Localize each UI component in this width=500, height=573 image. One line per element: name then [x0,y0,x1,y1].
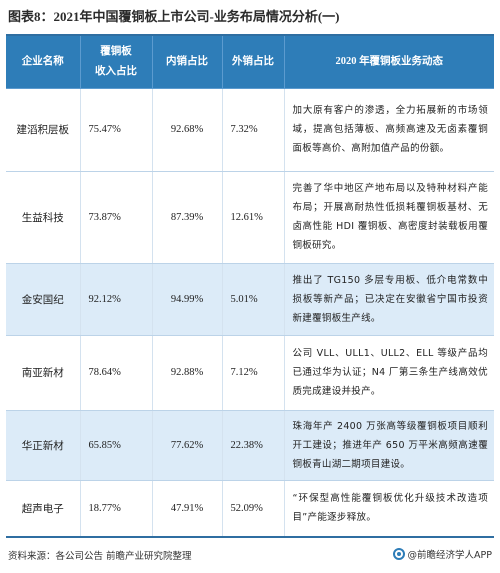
business-description: 公司 VLL、ULL1、ULL2、ELL 等级产品均已通过华为认证；N4 厂第三… [284,335,494,411]
brand-credit: @前瞻经济学人APP [392,547,492,561]
business-table: 企业名称 覆铜板 收入占比 内销占比 外销占比 2020 年覆铜板业务动态 建滔… [6,36,494,536]
domestic-share-value: 92.88% [152,335,223,411]
revenue-share-value: 92.12% [80,263,153,336]
company-name: 南亚新材 [6,335,81,411]
domestic-share-value: 94.99% [152,263,223,336]
header-company: 企业名称 [6,36,81,89]
header-export: 外销占比 [222,36,285,89]
figure-title: 图表8：2021年中国覆铜板上市公司-业务布局情况分析(一) [8,9,340,24]
header-domestic: 内销占比 [152,36,223,89]
header-revenue-share: 覆铜板 收入占比 [80,36,153,89]
business-description: 珠海年产 2400 万张高等级覆铜板项目顺利开工建设；推进年产 650 万平米高… [284,410,494,481]
revenue-share-value: 65.85% [80,410,153,481]
export-share-value: 7.32% [222,88,285,172]
table-row: 超声电子 18.77% 47.91% 52.09% “环保型高性能覆铜板优化升级… [6,480,494,536]
header-revenue-share-text: 覆铜板 收入占比 [95,45,137,77]
domestic-share-value: 77.62% [152,410,223,481]
company-name: 生益科技 [6,171,81,264]
table-row: 建滔积层板 75.47% 92.68% 7.32% 加大原有客户的渗透，全力拓展… [6,88,494,172]
business-description: 推出了 TG150 多层专用板、低介电常数中损板等新产品；已决定在安徽省宁国市投… [284,263,494,336]
brand-text: @前瞻经济学人APP [407,550,492,561]
table-row: 金安国纪 92.12% 94.99% 5.01% 推出了 TG150 多层专用板… [6,263,494,336]
qianzhan-logo-icon [392,548,405,560]
company-name: 建滔积层板 [6,88,81,172]
table-header-row: 企业名称 覆铜板 收入占比 内销占比 外销占比 2020 年覆铜板业务动态 [6,36,494,89]
company-name: 华正新材 [6,410,81,481]
footer: 资料来源：各公司公告 前瞻产业研究院整理 @前瞻经济学人APP [6,544,494,566]
export-share-value: 12.61% [222,171,285,264]
revenue-share-value: 78.64% [80,335,153,411]
business-description: 加大原有客户的渗透，全力拓展新的市场领域，提高包括薄板、高频高速及无卤素覆铜面板… [284,88,494,172]
business-description: “环保型高性能覆铜板优化升级技术改造项目”产能逐步释放。 [284,480,494,536]
table-row: 南亚新材 78.64% 92.88% 7.12% 公司 VLL、ULL1、ULL… [6,335,494,411]
company-name: 金安国纪 [6,263,81,336]
revenue-share-value: 18.77% [80,480,153,536]
business-description: 完善了华中地区产地布局以及特种材料产能布局；开展高耐热性低损耗覆铜板基材、无卤高… [284,171,494,264]
domestic-share-value: 47.91% [152,480,223,536]
revenue-share-value: 75.47% [80,88,153,172]
business-table-container: 企业名称 覆铜板 收入占比 内销占比 外销占比 2020 年覆铜板业务动态 建滔… [6,34,494,538]
export-share-value: 52.09% [222,480,285,536]
domestic-share-value: 87.39% [152,171,223,264]
domestic-share-value: 92.68% [152,88,223,172]
export-share-value: 5.01% [222,263,285,336]
export-share-value: 22.38% [222,410,285,481]
revenue-share-value: 73.87% [80,171,153,264]
company-name: 超声电子 [6,480,81,536]
export-share-value: 7.12% [222,335,285,411]
table-row: 华正新材 65.85% 77.62% 22.38% 珠海年产 2400 万张高等… [6,410,494,481]
header-business: 2020 年覆铜板业务动态 [284,36,494,89]
source-note: 资料来源：各公司公告 前瞻产业研究院整理 [8,551,192,562]
table-row: 生益科技 73.87% 87.39% 12.61% 完善了华中地区产地布局以及特… [6,171,494,264]
